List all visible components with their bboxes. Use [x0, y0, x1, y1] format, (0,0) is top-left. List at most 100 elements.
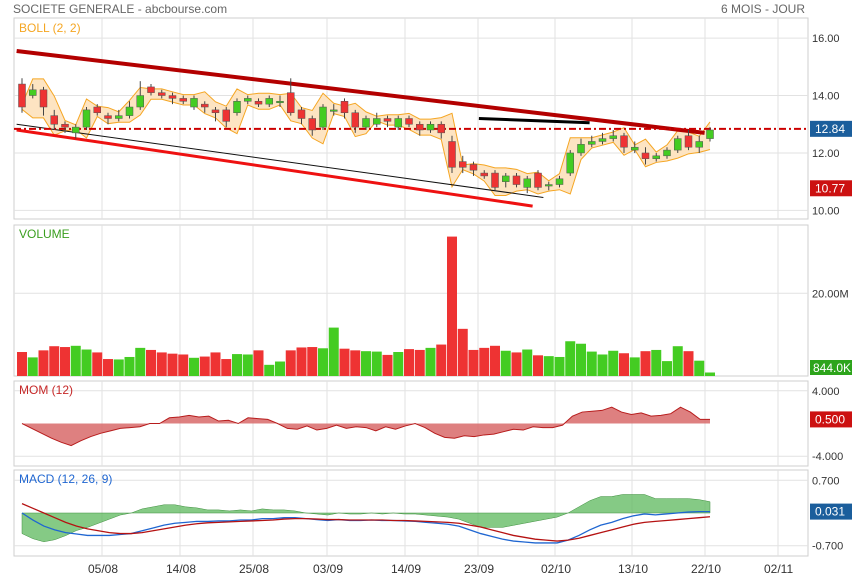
candle	[276, 101, 284, 104]
candle	[104, 115, 112, 119]
y-tick-label: 10.00	[812, 205, 840, 217]
volume-bar	[242, 354, 253, 376]
panel-2: 4.000 -4.000 MOM (12) 0.500	[13, 380, 852, 467]
candle	[287, 92, 295, 114]
candle	[265, 98, 273, 105]
candle	[319, 106, 327, 128]
volume-bar	[597, 354, 608, 376]
candle	[29, 89, 37, 96]
volume-bar	[436, 344, 447, 376]
candle	[523, 178, 531, 188]
momentum-area	[22, 407, 710, 446]
trendline-support-red	[16, 128, 533, 208]
volume-bar	[275, 361, 285, 376]
volume-bar	[38, 350, 49, 376]
volume-bar	[318, 348, 328, 376]
candle	[459, 161, 467, 168]
candle	[244, 98, 252, 102]
candle	[72, 126, 80, 134]
volume-bar	[124, 356, 135, 376]
volume-bar	[608, 350, 619, 376]
volume-bar	[543, 356, 554, 376]
macd-badge: 0.031	[810, 503, 852, 520]
candle	[502, 175, 510, 182]
candle	[437, 123, 445, 134]
candle	[254, 101, 263, 105]
candle	[631, 146, 639, 151]
volume-bar	[253, 350, 264, 376]
y-tick-label: 4.000	[812, 386, 840, 398]
x-tick-label: 25/08	[239, 562, 269, 576]
x-tick-label: 14/09	[391, 562, 421, 576]
candle	[598, 138, 607, 142]
candle	[233, 101, 241, 114]
volume-badge: 844.0K	[810, 360, 852, 375]
candle	[168, 95, 177, 99]
candle	[297, 109, 306, 119]
panel-0: 16.00 14.00 12.00 10.00 BOLL (2, 2) 12.84 10.7…	[13, 17, 852, 220]
candle	[93, 106, 101, 114]
support-badge-text: 10.77	[815, 181, 845, 195]
candle	[222, 109, 230, 122]
volume-bar	[640, 351, 651, 376]
candle	[330, 109, 338, 112]
candle	[50, 115, 58, 125]
volume-bar	[511, 352, 522, 376]
candle	[448, 141, 456, 168]
y-tick-label: 20.00M	[812, 288, 849, 300]
bollinger-lower	[21, 98, 711, 196]
candle	[211, 109, 220, 114]
volume-bar	[533, 355, 543, 376]
candle	[620, 135, 628, 148]
candle	[491, 172, 499, 188]
candle	[373, 118, 381, 125]
volume-bar	[49, 346, 60, 376]
volume-bar	[619, 353, 629, 376]
volume-bar	[651, 349, 662, 376]
candle	[512, 175, 521, 185]
volume-bar	[70, 345, 81, 376]
volume-bar	[479, 347, 490, 376]
candle	[39, 89, 48, 108]
panel-title-mom: MOM (12)	[19, 383, 73, 397]
candle	[609, 135, 617, 139]
volume-bar	[178, 354, 189, 376]
candle	[362, 118, 370, 128]
last-price-badge-text: 12.84	[815, 122, 845, 136]
momentum-badge-bg	[810, 411, 852, 428]
volume-bar	[705, 372, 715, 376]
last-price-badge-bg	[810, 120, 852, 137]
y-tick-label: 12.00	[812, 148, 840, 160]
signal-line	[21, 503, 711, 542]
volume-bar	[371, 351, 382, 376]
panel-title-macd: MACD (12, 26, 9)	[19, 472, 112, 486]
volume-bar	[264, 364, 275, 376]
macd-badge-bg	[810, 503, 852, 520]
y-tick-label: -4.000	[812, 451, 843, 463]
candle	[426, 123, 435, 131]
candle	[394, 118, 402, 128]
volume-bar	[81, 349, 92, 376]
volume-bar	[350, 350, 361, 376]
panel-3: 0.700 -0.700 MACD (12, 26, 9) 0.031	[13, 469, 852, 557]
volume-bar	[522, 349, 533, 376]
panel-title-boll: BOLL (2, 2)	[19, 21, 81, 35]
candle	[158, 92, 166, 96]
candle	[695, 141, 703, 148]
volume-bar	[404, 349, 414, 376]
macd-badge-text: 0.031	[815, 505, 845, 519]
volume-bar	[167, 353, 178, 376]
y-tick-label: 16.00	[812, 33, 840, 45]
volume-bar	[285, 350, 296, 376]
macd-histogram	[21, 494, 711, 543]
volume-bar	[468, 349, 479, 376]
candle	[545, 184, 553, 187]
volume-bar	[414, 349, 425, 376]
candle	[588, 141, 596, 145]
period-label: 6 MOIS - JOUR	[720, 2, 805, 16]
candle	[340, 101, 349, 114]
candle	[18, 83, 26, 108]
panel-1: 20.00M VOLUME 844.0K	[13, 224, 852, 377]
volume-bar	[328, 327, 339, 376]
